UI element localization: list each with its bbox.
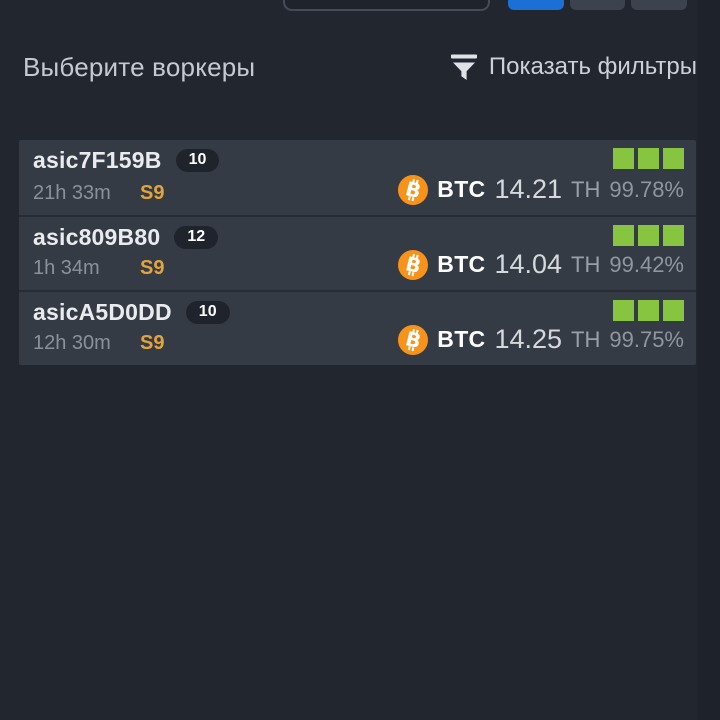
secondary-action-button-2[interactable] bbox=[631, 0, 687, 10]
status-cell bbox=[638, 300, 659, 321]
efficiency-value: 99.78% bbox=[609, 176, 684, 202]
coin-label: BTC bbox=[437, 326, 486, 352]
coin-label: BTC bbox=[437, 251, 486, 277]
workers-list: asic7F159B 10 21h 33m S9 bbox=[19, 140, 696, 365]
worker-model: S9 bbox=[140, 257, 165, 279]
worker-count-badge: 10 bbox=[175, 149, 220, 172]
status-cell bbox=[613, 300, 634, 321]
show-filters-label: Показать фильтры bbox=[488, 53, 697, 80]
hashrate-unit: TH bbox=[571, 251, 601, 277]
worker-model: S9 bbox=[140, 332, 165, 354]
worker-info: asic7F159B 10 21h 33m S9 bbox=[33, 147, 220, 206]
filter-funnel-icon bbox=[449, 53, 479, 82]
worker-uptime: 21h 33m bbox=[33, 182, 111, 204]
btc-icon: B bbox=[398, 174, 429, 205]
status-indicator bbox=[613, 225, 684, 246]
btc-icon: B bbox=[398, 249, 429, 280]
worker-count-badge: 10 bbox=[185, 301, 230, 324]
status-indicator bbox=[613, 148, 684, 169]
status-indicator bbox=[613, 300, 684, 321]
efficiency-value: 99.42% bbox=[609, 251, 684, 277]
hashrate-unit: TH bbox=[571, 176, 601, 202]
right-edge-shade bbox=[698, 0, 720, 720]
status-cell bbox=[613, 225, 634, 246]
primary-action-button[interactable] bbox=[508, 0, 564, 10]
svg-text:B: B bbox=[403, 327, 423, 353]
svg-text:B: B bbox=[403, 177, 423, 203]
worker-info: asic809B80 12 1h 34m S9 bbox=[33, 224, 219, 281]
worker-count-badge: 12 bbox=[174, 226, 219, 249]
btc-icon: B bbox=[398, 324, 429, 355]
coin-label: BTC bbox=[437, 176, 486, 202]
worker-uptime: 12h 30m bbox=[33, 332, 111, 354]
status-cell bbox=[663, 148, 684, 169]
status-cell bbox=[638, 225, 659, 246]
efficiency-value: 99.75% bbox=[609, 326, 684, 352]
worker-row[interactable]: asic7F159B 10 21h 33m S9 bbox=[19, 140, 696, 215]
worker-row[interactable]: asicA5D0DD 10 12h 30m S9 bbox=[19, 290, 696, 365]
secondary-action-button-1[interactable] bbox=[570, 0, 625, 10]
status-cell bbox=[663, 300, 684, 321]
worker-name: asic7F159B bbox=[33, 147, 162, 173]
worker-stats: B BTC 14.25 TH 99.75% bbox=[398, 299, 684, 356]
hashrate-unit: TH bbox=[571, 326, 601, 352]
worker-name: asicA5D0DD bbox=[33, 299, 172, 325]
hashrate-value: 14.21 bbox=[494, 174, 563, 204]
worker-name: asic809B80 bbox=[33, 224, 161, 250]
status-cell bbox=[663, 225, 684, 246]
status-cell bbox=[638, 148, 659, 169]
page-title: Выберите воркеры bbox=[23, 51, 256, 82]
hashrate-value: 14.25 bbox=[494, 324, 563, 354]
status-cell bbox=[613, 148, 634, 169]
search-input[interactable] bbox=[283, 0, 490, 11]
worker-info: asicA5D0DD 10 12h 30m S9 bbox=[33, 299, 230, 356]
worker-stats: B BTC 14.21 TH 99.78% bbox=[398, 147, 684, 206]
worker-uptime: 1h 34m bbox=[33, 257, 100, 279]
header-row: Выберите воркеры Показать фильтры bbox=[23, 50, 697, 84]
worker-stats: B BTC 14.04 TH 99.42% bbox=[398, 224, 684, 281]
worker-model: S9 bbox=[140, 182, 165, 204]
show-filters-button[interactable]: Показать фильтры bbox=[449, 53, 697, 82]
worker-row[interactable]: asic809B80 12 1h 34m S9 bbox=[19, 215, 696, 290]
svg-text:B: B bbox=[403, 252, 423, 278]
hashrate-value: 14.04 bbox=[494, 249, 563, 279]
